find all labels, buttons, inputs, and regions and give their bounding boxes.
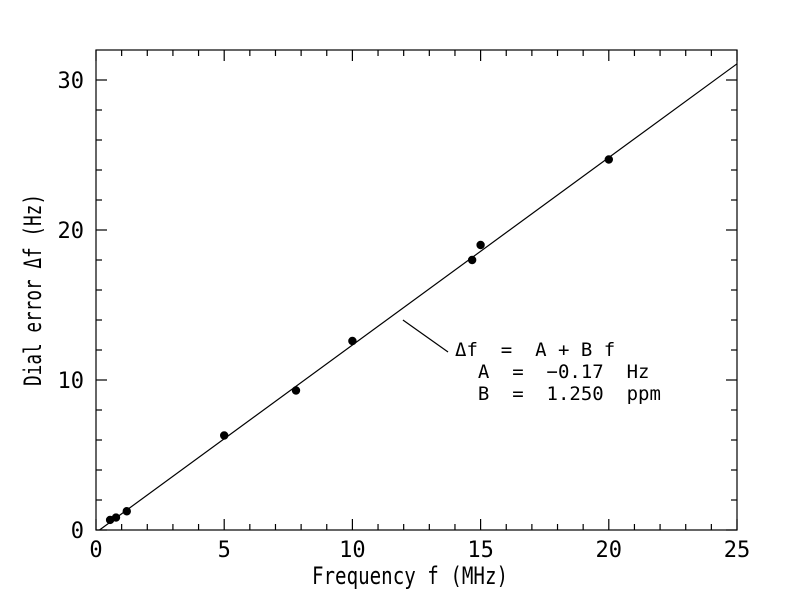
data-point: [291, 386, 301, 395]
annotation-line-equation: Δf = A + B f: [455, 339, 615, 361]
y-tick-label: 20: [58, 219, 85, 244]
y-tick-label: 30: [58, 69, 85, 94]
data-point: [604, 155, 613, 164]
leader-line: [402, 319, 449, 353]
x-tick-label: 0: [89, 538, 102, 563]
data-point: [348, 336, 357, 346]
annotation-leader: [402, 319, 449, 353]
fit-line: [99, 63, 738, 531]
plot-frame: [95, 49, 738, 531]
x-tick-label: 25: [724, 538, 751, 563]
y-axis-title: Dial error Δf (Hz): [19, 194, 47, 386]
x-tick-label: 15: [467, 538, 494, 563]
x-tick-label: 10: [339, 538, 366, 563]
plot-series: [99, 63, 738, 531]
axis-tick-labels: 0 5 10 15 20 25 0 10 20 30: [58, 69, 751, 563]
y-tick-label: 10: [58, 369, 85, 394]
annotation-line-intercept: A = −0.17 Hz: [455, 361, 649, 383]
annotation-line-slope: B = 1.250 ppm: [455, 383, 661, 405]
x-axis-title: Frequency f (MHz): [312, 562, 508, 590]
axis-ticks: [95, 50, 738, 531]
x-tick-label: 20: [596, 538, 623, 563]
x-tick-label: 5: [218, 538, 231, 563]
data-point: [467, 255, 477, 265]
fit-annotation: Δf = A + B f A = −0.17 Hz B = 1.250 ppm: [455, 339, 661, 405]
data-point: [476, 240, 485, 250]
y-tick-label: 0: [71, 519, 84, 544]
